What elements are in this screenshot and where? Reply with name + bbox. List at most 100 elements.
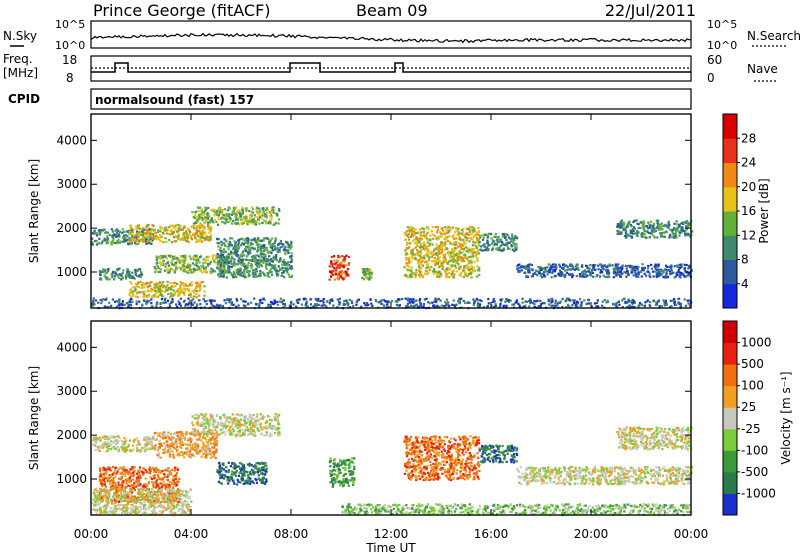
range-gate-cell bbox=[179, 297, 182, 300]
range-gate-cell bbox=[255, 262, 258, 265]
range-gate-cell bbox=[188, 300, 191, 303]
range-gate-cell bbox=[234, 254, 237, 257]
range-gate-cell bbox=[495, 243, 498, 246]
range-gate-cell bbox=[116, 240, 119, 243]
range-gate-cell bbox=[209, 236, 212, 239]
range-gate-cell bbox=[176, 467, 179, 470]
range-gate-cell bbox=[259, 301, 262, 304]
range-gate-cell bbox=[227, 254, 231, 257]
range-gate-cell bbox=[282, 271, 285, 274]
range-gate-cell bbox=[159, 290, 162, 293]
range-gate-cell bbox=[554, 267, 558, 270]
range-gate-cell bbox=[228, 213, 231, 216]
freq-tick-bottom: 8 bbox=[66, 71, 74, 85]
range-gate-cell bbox=[685, 228, 688, 231]
range-gate-cell bbox=[227, 265, 230, 268]
range-gate-cell bbox=[256, 264, 259, 267]
range-gate-cell bbox=[436, 298, 439, 301]
range-gate-cell bbox=[98, 231, 101, 234]
range-gate-cell bbox=[539, 274, 542, 277]
range-gate-cell bbox=[477, 243, 480, 246]
range-gate-cell bbox=[233, 212, 236, 216]
range-gate-cell bbox=[614, 266, 617, 269]
range-gate-cell bbox=[236, 299, 239, 302]
range-gate-cell bbox=[171, 298, 174, 301]
range-gate-cell bbox=[145, 444, 149, 447]
range-gate-cell bbox=[202, 211, 205, 214]
range-gate-cell bbox=[226, 214, 229, 218]
range-gate-cell bbox=[448, 260, 451, 263]
range-gate-cell bbox=[228, 298, 231, 301]
range-gate-cell bbox=[565, 306, 568, 309]
range-gate-cell bbox=[178, 293, 181, 296]
range-gate-cell bbox=[361, 276, 364, 280]
range-gate-cell bbox=[245, 207, 248, 210]
range-gate-cell bbox=[196, 215, 199, 218]
range-gate-cell bbox=[436, 262, 439, 266]
range-gate-cell bbox=[237, 259, 240, 262]
range-gate-cell bbox=[188, 229, 191, 232]
range-gate-cell bbox=[184, 230, 188, 233]
range-gate-cell bbox=[291, 267, 294, 270]
range-gate-cell bbox=[341, 254, 344, 258]
range-gate-cell bbox=[621, 306, 624, 309]
range-gate-cell bbox=[265, 211, 268, 215]
range-gate-cell bbox=[230, 272, 233, 275]
range-gate-cell bbox=[128, 239, 131, 242]
range-gate-cell bbox=[132, 292, 135, 295]
range-gate-cell bbox=[476, 249, 479, 252]
range-gate-cell bbox=[234, 244, 237, 248]
range-gate-cell bbox=[160, 235, 163, 238]
range-gate-cell bbox=[210, 217, 213, 220]
range-gate-cell bbox=[195, 306, 198, 309]
range-gate-cell bbox=[578, 298, 582, 301]
range-gate-cell bbox=[260, 298, 263, 301]
range-gate-cell bbox=[201, 265, 204, 268]
range-gate-cell bbox=[189, 292, 192, 296]
range-gate-cell bbox=[187, 228, 190, 231]
range-gate-cell bbox=[152, 447, 155, 450]
range-gate-cell bbox=[170, 301, 173, 304]
range-gate-cell bbox=[101, 241, 104, 244]
range-gate-cell bbox=[406, 305, 409, 308]
range-gate-cell bbox=[333, 263, 336, 266]
range-gate-cell bbox=[592, 267, 595, 270]
range-gate-cell bbox=[270, 210, 273, 213]
range-gate-cell bbox=[621, 272, 624, 275]
range-gate-cell bbox=[145, 494, 148, 497]
range-gate-cell bbox=[258, 260, 262, 263]
range-gate-cell bbox=[420, 256, 423, 260]
range-gate-cell bbox=[140, 273, 143, 276]
range-gate-cell bbox=[247, 253, 250, 256]
range-gate-cell bbox=[114, 271, 117, 274]
range-gate-cell bbox=[202, 298, 205, 301]
range-gate-cell bbox=[216, 213, 219, 216]
range-gate-cell bbox=[316, 299, 319, 302]
range-gate-cell bbox=[537, 266, 540, 269]
range-gate-cell bbox=[516, 268, 519, 271]
range-gate-cell bbox=[433, 269, 436, 272]
range-gate-cell bbox=[261, 214, 264, 217]
range-gate-cell bbox=[544, 268, 547, 271]
range-gate-cell bbox=[160, 298, 164, 301]
range-gate-cell bbox=[344, 275, 347, 278]
range-gate-cell bbox=[438, 305, 441, 308]
range-gate-cell bbox=[420, 273, 423, 276]
range-gate-cell bbox=[131, 444, 135, 447]
range-gate-cell bbox=[171, 284, 174, 287]
range-gate-cell bbox=[581, 271, 584, 274]
range-gate-cell bbox=[640, 304, 643, 307]
range-gate-cell bbox=[419, 271, 422, 274]
range-gate-cell bbox=[650, 263, 653, 266]
range-gate-cell bbox=[203, 236, 206, 240]
range-gate-cell bbox=[124, 478, 127, 481]
range-gate-cell bbox=[337, 274, 340, 277]
range-gate-cell bbox=[153, 283, 156, 286]
range-gate-cell bbox=[572, 274, 575, 277]
range-gate-cell bbox=[175, 240, 178, 243]
range-gate-cell bbox=[487, 248, 490, 251]
range-gate-cell bbox=[184, 265, 187, 268]
range-gate-cell bbox=[387, 306, 391, 309]
range-gate-cell bbox=[432, 237, 435, 241]
range-gate-cell bbox=[219, 305, 222, 308]
